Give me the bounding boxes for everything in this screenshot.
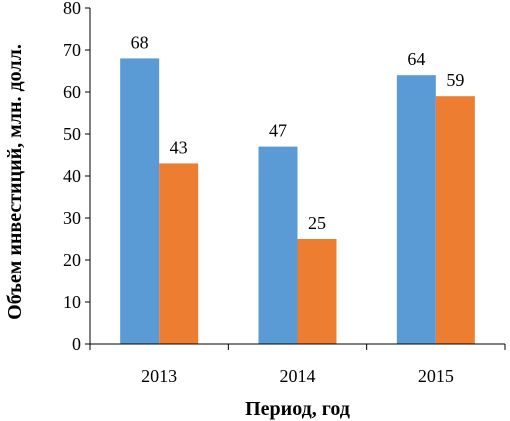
- bar-series-2: [297, 239, 337, 344]
- bar-series-1: [396, 75, 436, 344]
- x-axis-title: Период, год: [245, 398, 350, 420]
- data-labels: 68 47 64 43 25 59: [131, 32, 465, 233]
- bar-series-2: [159, 163, 199, 344]
- y-axis-title: Объем инвестиций, млн. долл.: [4, 44, 26, 320]
- y-tick-label: 80: [63, 0, 81, 18]
- y-tick-label: 70: [63, 40, 81, 60]
- y-tick-label: 10: [63, 292, 81, 312]
- x-tick-label: 2015: [418, 366, 454, 386]
- data-label: 59: [446, 70, 464, 90]
- x-tick-label: 2013: [141, 366, 177, 386]
- data-label: 68: [131, 32, 149, 52]
- y-tick-label: 20: [63, 250, 81, 270]
- data-label: 25: [308, 213, 326, 233]
- x-tick-label: 2014: [280, 366, 316, 386]
- data-label: 43: [170, 137, 188, 157]
- x-axis-ticks: 2013 2014 2015: [89, 344, 506, 386]
- bar-series-2: [435, 96, 475, 344]
- bar-series-1: [258, 146, 298, 344]
- bars: [120, 58, 475, 345]
- data-label: 47: [269, 121, 287, 141]
- bar-series-1: [120, 58, 160, 345]
- y-axis-ticks: 0 10 20 30 40 50 60 70 80: [63, 0, 90, 354]
- y-tick-label: 0: [72, 334, 81, 354]
- y-tick-label: 60: [63, 82, 81, 102]
- y-tick-label: 40: [63, 166, 81, 186]
- y-tick-label: 50: [63, 124, 81, 144]
- y-tick-label: 30: [63, 208, 81, 228]
- data-label: 64: [407, 49, 425, 69]
